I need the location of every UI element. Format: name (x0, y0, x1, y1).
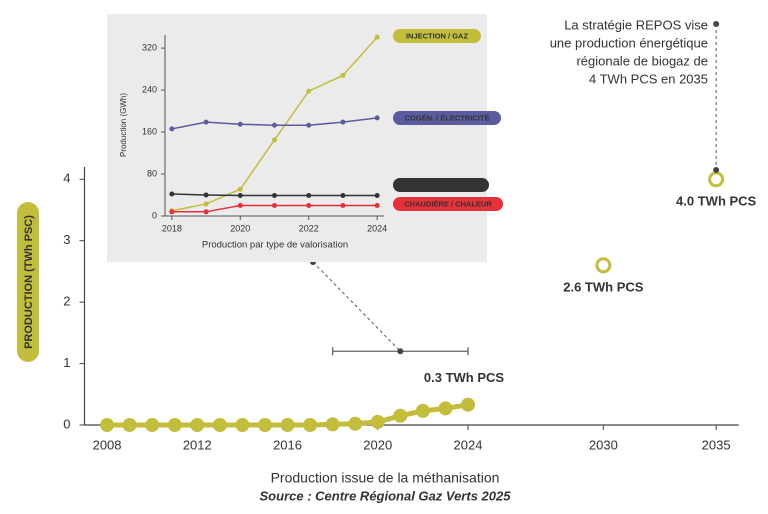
annotation-text: régionale de biogaz de (576, 53, 708, 68)
inset-point (306, 122, 312, 128)
inset-point (237, 203, 243, 209)
point (212, 418, 227, 432)
inset-point (237, 121, 243, 127)
inset-x-label: Production par type de valorisation (202, 240, 348, 251)
annotation-text: une production énergétique (550, 35, 708, 50)
legend-pill (393, 29, 481, 43)
point (257, 418, 272, 432)
inset-point (374, 34, 380, 40)
inset-point (374, 115, 380, 121)
x-tick-label: 2035 (702, 437, 731, 452)
y-tick-label: 0 (63, 416, 70, 431)
inset-y-tick-label: 240 (142, 84, 157, 94)
inset-point (340, 203, 346, 209)
inset-point (203, 192, 209, 198)
point (167, 418, 182, 432)
inset-point (306, 193, 312, 199)
annotation-text: 4 TWh PCS en 2035 (589, 71, 708, 86)
value-label: 2.6 TWh PCS (563, 280, 644, 295)
inset-point (340, 193, 346, 199)
x-tick-label: 2008 (93, 437, 122, 452)
y-tick-label: 3 (63, 232, 70, 247)
value-label: 0.3 TWh PCS (424, 370, 505, 385)
x-axis-label: Production issue de la méthanisation (271, 470, 500, 486)
inset-point (340, 72, 346, 78)
point (415, 403, 430, 418)
legend-pill (393, 197, 503, 211)
y-axis-label: PRODUCTION (TWh PSC) (23, 215, 35, 349)
inset-background (107, 14, 487, 262)
y-label-pill (17, 202, 39, 362)
point (393, 408, 408, 423)
inset-point (237, 193, 243, 199)
value-label: 4.0 TWh PCS (676, 194, 757, 209)
point (145, 418, 160, 432)
inset-point (203, 201, 209, 207)
inset-point (272, 137, 277, 143)
x-tick-label: 2024 (454, 437, 483, 452)
inset-y-label: Production (GWh) (119, 93, 128, 157)
legend-pill (393, 111, 501, 125)
inset-x-tick-label: 2020 (230, 223, 250, 233)
x-tick-label: 2020 (363, 437, 392, 452)
legend-label: CHAUDIÈRE / CHALEUR (404, 199, 492, 208)
point (280, 418, 295, 432)
projection-point (595, 257, 612, 274)
legend-pill (393, 178, 489, 192)
y-tick-label: 4 (63, 171, 70, 186)
point (325, 417, 340, 432)
x-tick-label: 2012 (183, 437, 212, 452)
point (348, 416, 363, 431)
inset-point (374, 203, 380, 209)
x-tick-label: 2030 (589, 437, 618, 452)
inset-point (203, 209, 209, 215)
inset-point (306, 203, 312, 209)
inset-y-tick-label: 80 (147, 168, 157, 178)
inset-y-tick-label: 320 (142, 42, 157, 52)
inset-point (306, 88, 312, 94)
inset-point (272, 203, 277, 209)
inset-y-tick-label: 0 (152, 210, 157, 220)
legend-label: INJECTION / GAZ (406, 31, 469, 40)
legend-label: COGÉN. / ÉLECTRICITÉ (404, 113, 489, 122)
inset-x-tick-label: 2018 (162, 223, 182, 233)
point (190, 418, 205, 432)
y-tick-label: 2 (63, 294, 70, 309)
inset-point (340, 119, 346, 125)
inset-x-tick-label: 2024 (367, 223, 387, 233)
inset-point (169, 209, 175, 215)
connector (312, 261, 401, 352)
point (460, 397, 475, 412)
point (370, 414, 385, 429)
legend-label: COGÉN. / CHALEUR (405, 180, 478, 189)
annotation-dot (713, 167, 720, 173)
point (100, 418, 115, 432)
point (235, 418, 250, 432)
inset-y-tick-label: 160 (142, 126, 157, 136)
point (122, 418, 137, 432)
inset-point (237, 186, 243, 192)
inset-x-tick-label: 2022 (299, 223, 319, 233)
point (303, 418, 318, 432)
projection-point (708, 171, 725, 188)
x-tick-label: 2016 (273, 437, 302, 452)
inset-point (169, 191, 175, 197)
y-tick-label: 1 (63, 355, 70, 370)
inset-point (272, 122, 277, 128)
inset-point (169, 126, 175, 132)
annotation-text: La stratégie REPOS vise (564, 17, 708, 32)
inset-point (203, 119, 209, 125)
source: Source : Centre Régional Gaz Verts 2025 (260, 488, 512, 503)
y-label-group: PRODUCTION (TWh PSC) (17, 202, 39, 362)
inset-point (374, 193, 380, 199)
point (438, 401, 453, 416)
inset-point (272, 193, 277, 199)
